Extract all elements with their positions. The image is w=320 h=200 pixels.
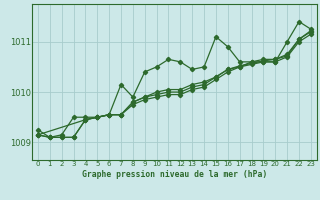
X-axis label: Graphe pression niveau de la mer (hPa): Graphe pression niveau de la mer (hPa) xyxy=(82,170,267,179)
